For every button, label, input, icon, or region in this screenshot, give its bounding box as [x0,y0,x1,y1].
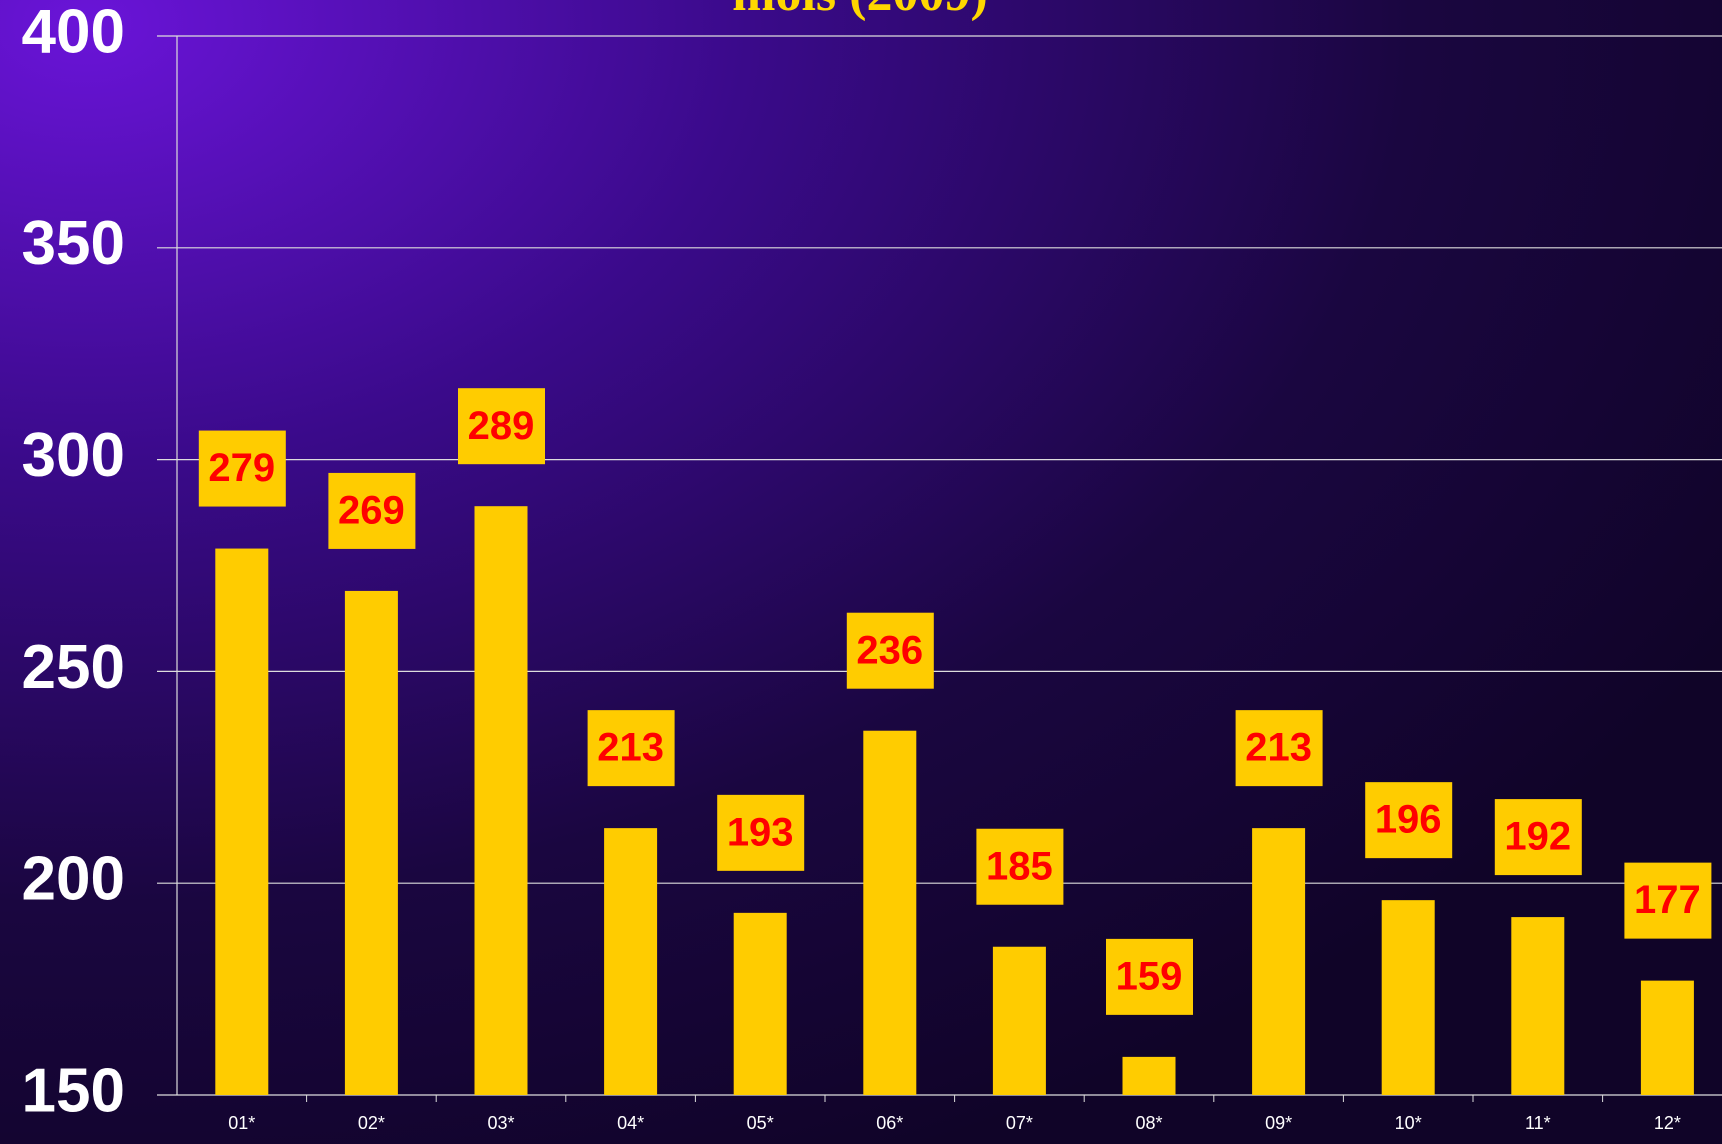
value-label: 177 [1634,878,1701,922]
y-tick-label: 400 [22,0,125,66]
value-label-box [1624,862,1712,939]
bar [474,506,528,1095]
bar [604,828,658,1095]
value-label: 269 [338,488,405,532]
y-tick-label: 300 [22,421,125,490]
value-label-box [458,388,545,465]
x-tick-label: 08* [1135,1113,1162,1133]
value-label: 236 [856,628,923,672]
value-label: 193 [727,810,794,854]
x-tick-label: 10* [1395,1113,1422,1133]
bar [1252,828,1306,1095]
x-tick-label: 04* [617,1113,644,1133]
x-tick-label: 01* [228,1113,255,1133]
value-label-box [198,430,286,507]
bar [215,548,269,1095]
value-label-box [1365,782,1453,859]
value-label: 279 [208,446,275,490]
value-label-box [1106,938,1193,1015]
value-label: 289 [468,404,535,448]
x-tick-label: 12* [1654,1113,1681,1133]
x-tick-label: 06* [876,1113,903,1133]
x-tick-label: 05* [747,1113,774,1133]
bar [1511,917,1565,1095]
x-tick-label: 11* [1525,1113,1551,1133]
value-label: 213 [1245,726,1312,770]
bar [863,730,917,1095]
x-tick-label: 02* [358,1113,385,1133]
y-tick-label: 250 [22,633,125,702]
value-label: 196 [1375,798,1442,842]
x-tick-label: 03* [487,1113,514,1133]
chart-title: mois (2009) [732,0,988,22]
bar [1640,980,1694,1095]
bar [733,912,787,1095]
value-label-box [587,710,675,787]
value-label-box [717,794,805,871]
y-tick-label: 200 [22,845,125,914]
value-label-box [1235,710,1323,787]
y-tick-label: 150 [22,1056,125,1125]
value-label: 213 [597,726,664,770]
value-label-box [846,612,934,689]
y-tick-label: 350 [22,209,125,278]
value-label-box [328,472,416,549]
x-tick-label: 07* [1006,1113,1033,1133]
value-label-box [1494,799,1582,876]
bar [992,946,1046,1095]
x-tick-label: 09* [1265,1113,1292,1133]
value-label: 185 [986,844,1053,888]
bar [344,590,398,1095]
value-label: 159 [1116,954,1183,998]
bar [1122,1056,1176,1095]
bar [1381,900,1435,1095]
value-label: 192 [1504,815,1571,859]
value-label-box [976,828,1064,905]
